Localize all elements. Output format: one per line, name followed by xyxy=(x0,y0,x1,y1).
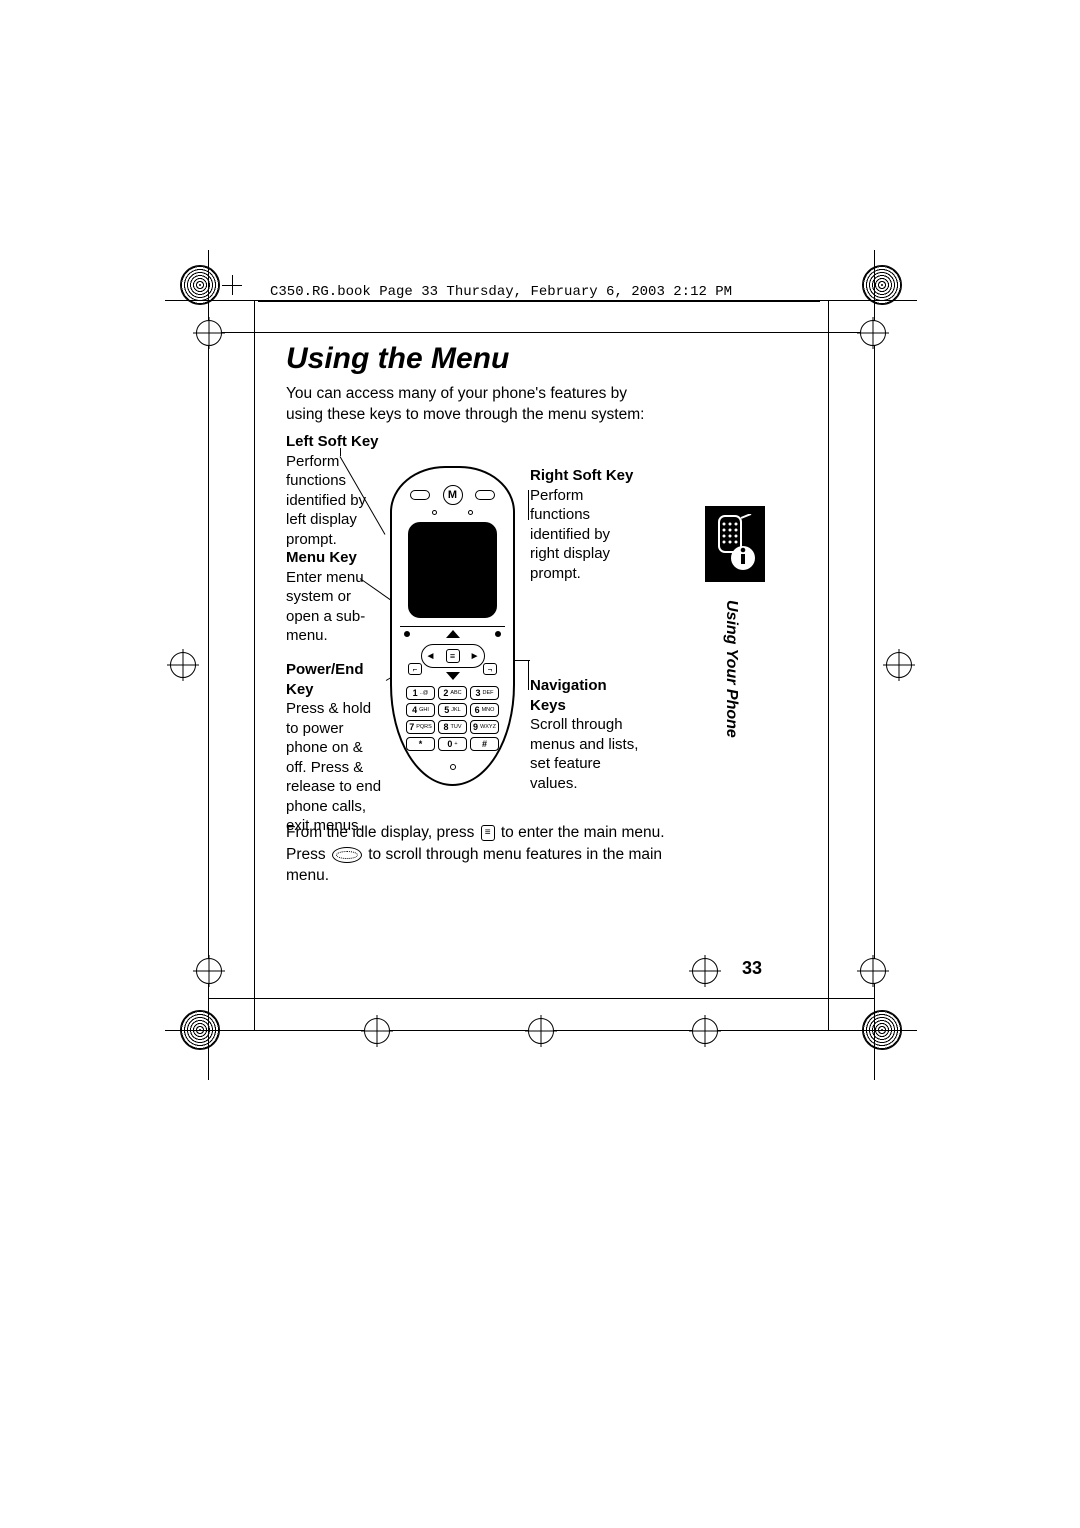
page-number: 33 xyxy=(742,958,762,979)
running-header: C350.RG.book Page 33 Thursday, February … xyxy=(270,284,732,300)
navpad-inline-icon xyxy=(332,847,362,863)
body-text-span: From the idle display, press xyxy=(286,824,479,841)
body-paragraph: From the idle display, press ≡ to enter … xyxy=(286,822,666,887)
left-arrow-icon: ◄ xyxy=(426,651,436,662)
crop-mark xyxy=(874,250,875,1080)
callout-text: Press & hold to power phone on & off. Pr… xyxy=(286,699,386,836)
phone-softkey-row xyxy=(404,630,501,638)
page: C350.RG.book Page 33 Thursday, February … xyxy=(0,0,1080,1528)
section-side-label: Using Your Phone xyxy=(722,600,740,738)
section-tab xyxy=(705,506,765,582)
info-phone-icon xyxy=(713,514,757,574)
crop-mark xyxy=(828,300,829,1030)
registration-cross-icon xyxy=(692,1018,718,1044)
phone-mic-icon xyxy=(450,764,456,770)
keypad-key: # xyxy=(470,737,499,751)
callout-text: Enter menu system or open a sub-menu. xyxy=(286,568,381,646)
send-key-icon: ⌐ xyxy=(408,663,422,675)
keypad-key: 0+ xyxy=(438,737,467,751)
registration-mark-icon xyxy=(862,265,902,305)
registration-cross-icon xyxy=(364,1018,390,1044)
registration-cross-icon xyxy=(196,320,222,346)
page-title: Using the Menu xyxy=(286,342,509,376)
body-text-span: Press xyxy=(286,846,330,863)
crop-mark xyxy=(208,998,874,999)
phone-illustration: M ◄ ≡ ► ⌐ ¬ 1..@ xyxy=(390,466,515,786)
registration-cross-icon xyxy=(528,1018,554,1044)
keypad-key: 6MNO xyxy=(470,703,499,717)
keypad-key: 1..@ xyxy=(406,686,435,700)
callout-text: Perform functions identified by right di… xyxy=(530,486,640,584)
callout-power-end-key: Power/End Key Press & hold to power phon… xyxy=(286,660,386,836)
phone-divider xyxy=(400,626,505,627)
up-triangle-icon xyxy=(446,630,460,638)
registration-mark-icon xyxy=(180,265,220,305)
phone-screen xyxy=(408,522,497,618)
callout-heading: Navigation Keys xyxy=(530,676,640,715)
registration-cross-icon xyxy=(170,652,196,678)
softkey-dot-icon xyxy=(404,631,410,637)
motorola-logo-icon: M xyxy=(443,485,463,505)
right-arrow-icon: ► xyxy=(470,651,480,662)
callout-heading: Left Soft Key xyxy=(286,432,381,452)
registration-cross-icon xyxy=(692,958,718,984)
end-key-icon: ¬ xyxy=(483,663,497,675)
callout-connector xyxy=(528,490,529,520)
registration-cross-icon xyxy=(860,958,886,984)
callout-menu-key: Menu Key Enter menu system or open a sub… xyxy=(286,548,381,646)
keypad-key: 9WXYZ xyxy=(470,720,499,734)
phone-earpiece-row: M xyxy=(410,486,495,504)
keypad-key: 5JKL xyxy=(438,703,467,717)
intro-paragraph: You can access many of your phone's feat… xyxy=(286,384,646,426)
callout-text: Perform functions identified by left dis… xyxy=(286,452,381,550)
keypad-key: 3DEF xyxy=(470,686,499,700)
phone-keypad: 1..@ 2ABC 3DEF 4GHI 5JKL 6MNO 7PQRS 8TUV… xyxy=(406,686,499,751)
callout-navigation-keys: Navigation Keys Scroll through menus and… xyxy=(530,676,640,793)
keypad-key: 8TUV xyxy=(438,720,467,734)
softkey-dot-icon xyxy=(495,631,501,637)
menu-key-icon: ≡ xyxy=(446,649,460,663)
keypad-key: * xyxy=(406,737,435,751)
phone-softkey-cap-icon xyxy=(475,490,495,500)
phone-body: M ◄ ≡ ► ⌐ ¬ 1..@ xyxy=(390,466,515,786)
callout-left-soft-key: Left Soft Key Perform functions identifi… xyxy=(286,432,381,549)
registration-cross-icon xyxy=(196,958,222,984)
menu-key-inline-icon: ≡ xyxy=(481,825,495,841)
crop-mark xyxy=(254,300,255,1030)
phone-send-end-row: ⌐ ¬ xyxy=(408,663,497,675)
registration-cross-icon xyxy=(886,652,912,678)
header-rule xyxy=(258,301,820,302)
keypad-key: 2ABC xyxy=(438,686,467,700)
callout-heading: Right Soft Key xyxy=(530,466,640,486)
callout-connector xyxy=(340,448,341,456)
callout-connector xyxy=(528,660,529,690)
keypad-key: 7PQRS xyxy=(406,720,435,734)
callout-heading: Menu Key xyxy=(286,548,381,568)
callout-right-soft-key: Right Soft Key Perform functions identif… xyxy=(530,466,640,583)
phone-speaker-dots xyxy=(432,510,473,515)
keypad-key: 4GHI xyxy=(406,703,435,717)
phone-softkey-cap-icon xyxy=(410,490,430,500)
callout-text: Scroll through menus and lists, set feat… xyxy=(530,715,640,793)
registration-cross-icon xyxy=(860,320,886,346)
crop-mark xyxy=(208,332,874,333)
crop-mark xyxy=(222,285,242,286)
body-text-span: to enter the main menu. xyxy=(501,824,665,841)
callout-heading: Power/End Key xyxy=(286,660,386,699)
